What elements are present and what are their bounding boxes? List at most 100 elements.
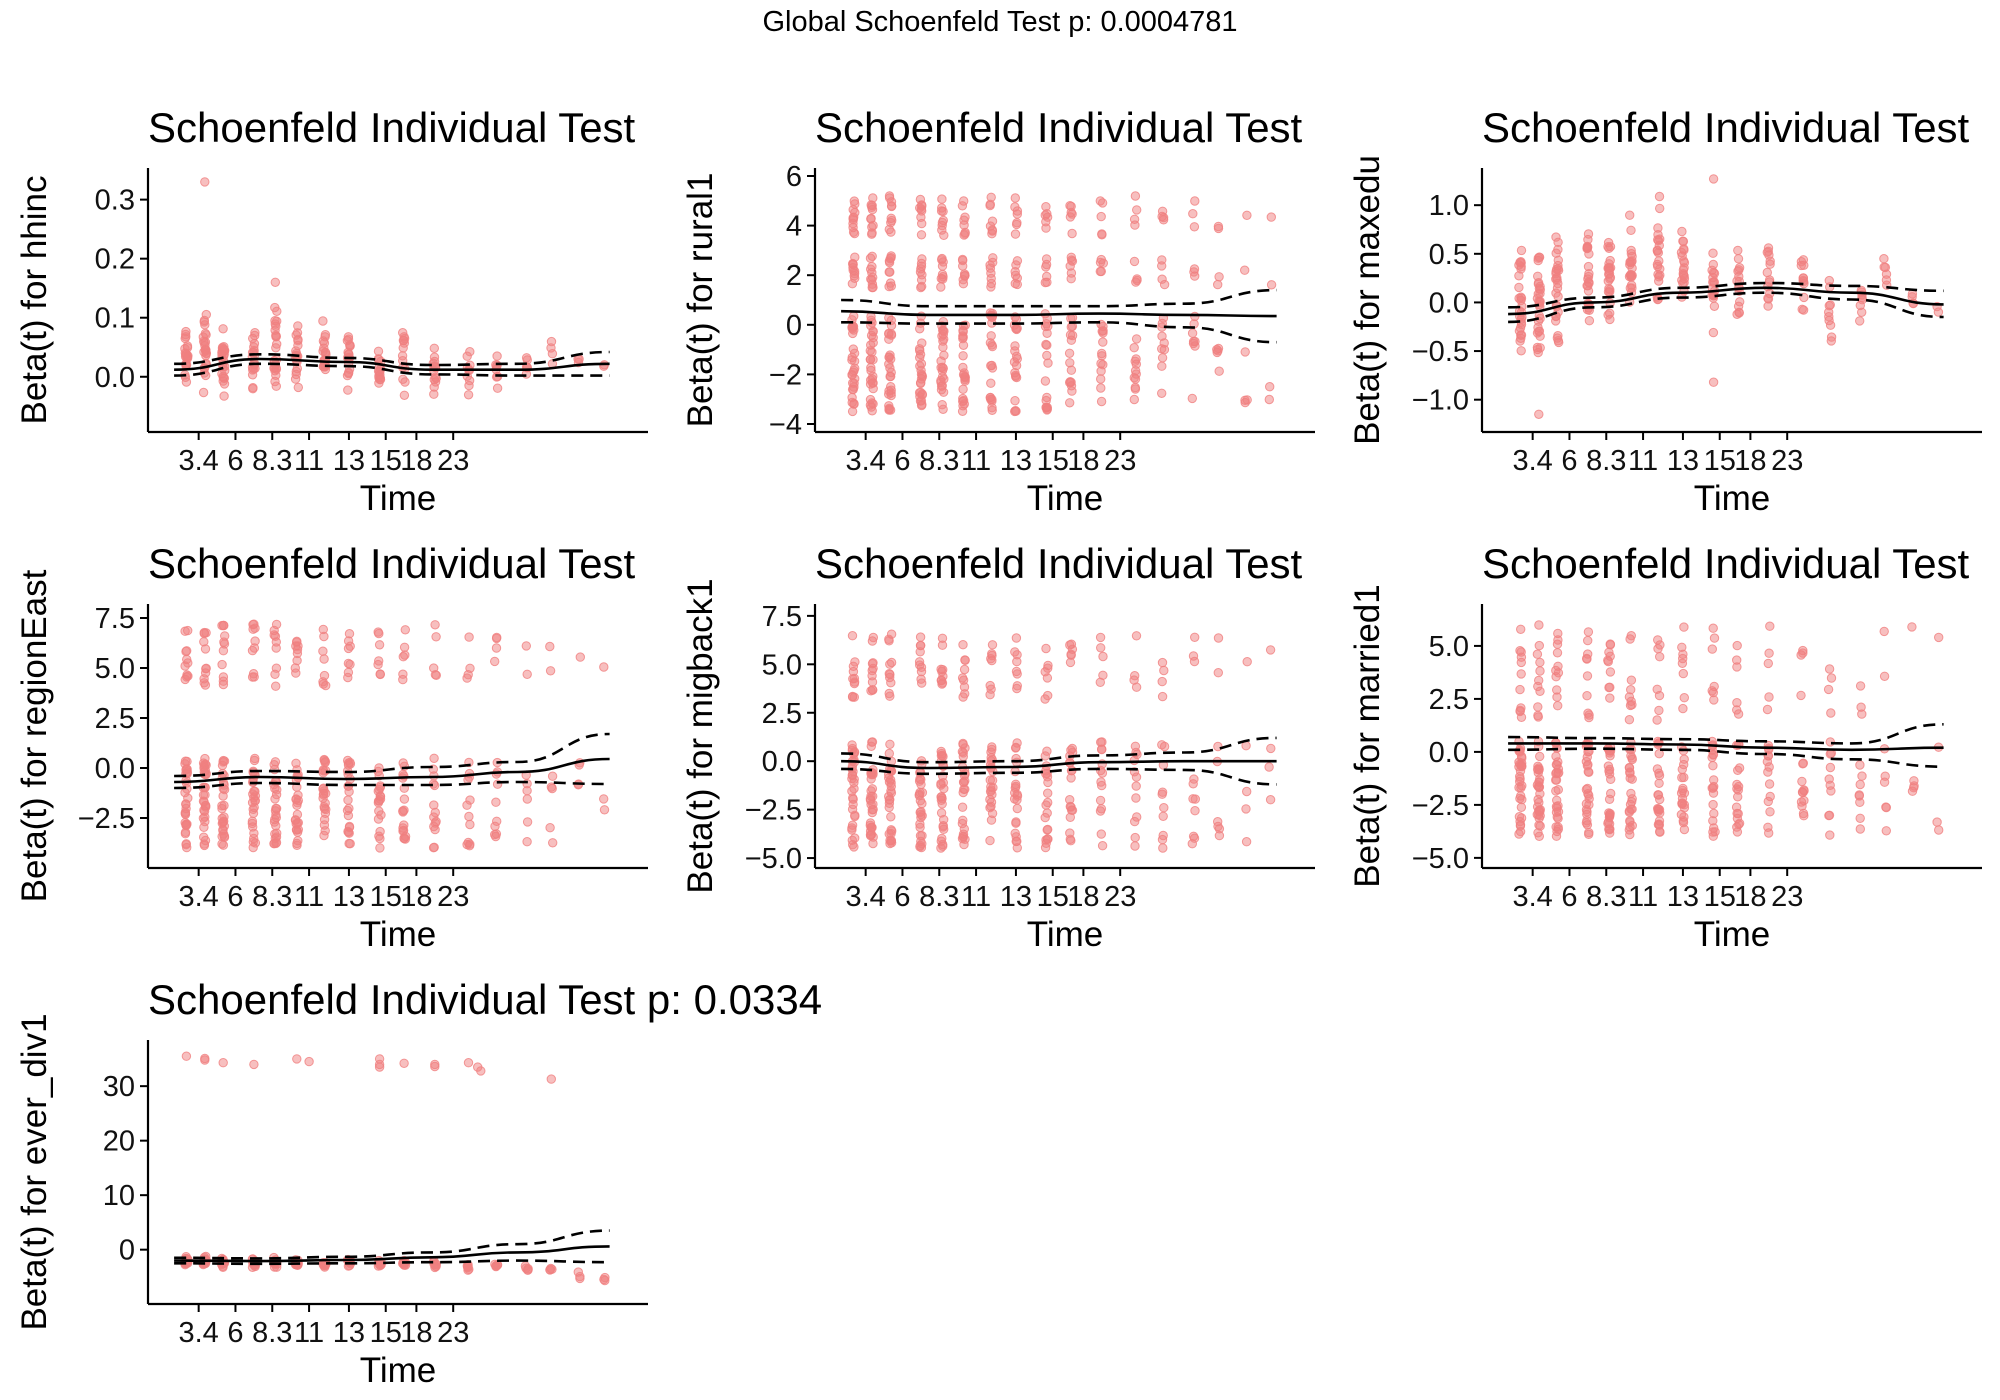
residual-point bbox=[937, 194, 947, 204]
residual-point bbox=[319, 338, 330, 348]
residual-point bbox=[850, 199, 860, 209]
x-tick-label: 8.3 bbox=[252, 881, 292, 913]
residual-point bbox=[866, 214, 876, 224]
residual-point bbox=[960, 655, 970, 665]
residual-point bbox=[476, 1066, 486, 1076]
residual-point bbox=[1678, 668, 1689, 679]
residual-point bbox=[867, 665, 877, 676]
y-tick-label: 7.5 bbox=[762, 601, 802, 633]
residual-point bbox=[1857, 771, 1867, 781]
residual-point bbox=[849, 784, 859, 794]
residual-point bbox=[885, 254, 895, 264]
y-tick-label: 0.0 bbox=[1429, 287, 1469, 319]
residual-point bbox=[200, 680, 211, 690]
x-axis-label: Time bbox=[1027, 915, 1103, 954]
residual-point bbox=[988, 253, 998, 263]
residual-point bbox=[247, 797, 258, 808]
residual-point bbox=[915, 819, 925, 829]
residual-point bbox=[1552, 333, 1563, 343]
residual-points bbox=[847, 191, 1277, 417]
residual-point bbox=[867, 200, 877, 211]
residual-point bbox=[491, 643, 502, 653]
residual-point bbox=[217, 659, 227, 670]
y-tick-label: 0.0 bbox=[95, 362, 135, 394]
residual-points bbox=[847, 629, 1276, 853]
residual-point bbox=[868, 658, 878, 668]
residual-point bbox=[373, 366, 384, 376]
residual-point bbox=[1188, 779, 1198, 789]
residual-point bbox=[1881, 802, 1892, 813]
residual-point bbox=[291, 641, 301, 651]
residual-point bbox=[1130, 671, 1140, 681]
residual-point bbox=[546, 1263, 556, 1274]
residual-point bbox=[430, 1261, 441, 1271]
residual-point bbox=[271, 381, 281, 391]
residual-point bbox=[1583, 649, 1593, 659]
residual-points bbox=[1514, 174, 1944, 419]
residual-point bbox=[885, 363, 895, 373]
residual-point bbox=[1043, 834, 1053, 844]
residual-point bbox=[374, 806, 384, 816]
residual-point bbox=[1214, 824, 1225, 834]
y-axis-label: Beta(t) for migback1 bbox=[681, 578, 720, 893]
residual-point bbox=[199, 315, 210, 326]
residual-point bbox=[916, 230, 927, 240]
residual-point bbox=[1799, 795, 1809, 806]
residual-point bbox=[848, 661, 859, 671]
residual-point bbox=[937, 666, 947, 677]
residual-point bbox=[987, 340, 997, 350]
y-tick-label: 0.1 bbox=[95, 303, 135, 335]
residual-point bbox=[1535, 657, 1545, 668]
residual-point bbox=[1763, 658, 1774, 669]
residual-point bbox=[850, 811, 860, 822]
residual-point bbox=[1765, 621, 1775, 631]
residual-point bbox=[1824, 664, 1835, 674]
residual-point bbox=[1516, 258, 1526, 268]
residual-point bbox=[1266, 743, 1276, 754]
residual-point bbox=[867, 251, 877, 261]
x-tick-label: 8.3 bbox=[919, 881, 959, 913]
y-tick-label: −2.5 bbox=[745, 795, 802, 827]
x-tick-label: 23 bbox=[1104, 445, 1136, 477]
residual-point bbox=[1733, 245, 1743, 256]
residual-point bbox=[463, 1262, 473, 1273]
residual-point bbox=[198, 813, 209, 823]
residual-point bbox=[270, 814, 280, 825]
residual-point bbox=[1043, 358, 1053, 368]
x-tick-label: 8.3 bbox=[1586, 881, 1626, 913]
residual-point bbox=[958, 370, 969, 380]
residual-point bbox=[400, 625, 410, 635]
residual-point bbox=[1652, 245, 1663, 255]
residual-point bbox=[319, 631, 329, 642]
residual-point bbox=[1679, 622, 1689, 632]
residual-point bbox=[867, 378, 878, 388]
residual-point bbox=[1131, 781, 1141, 791]
residual-point bbox=[1880, 771, 1890, 781]
residual-point bbox=[1763, 301, 1773, 311]
x-tick-label: 18 bbox=[400, 1317, 432, 1349]
residual-point bbox=[1157, 787, 1168, 797]
residual-point bbox=[1763, 293, 1773, 303]
residual-point bbox=[429, 663, 439, 673]
residual-point bbox=[1010, 368, 1020, 378]
confidence-band-upper bbox=[841, 288, 1277, 308]
residual-point bbox=[1064, 348, 1075, 358]
residual-point bbox=[1533, 702, 1543, 712]
confidence-band-upper bbox=[174, 732, 610, 778]
residual-point bbox=[957, 673, 968, 683]
x-tick-label: 11 bbox=[961, 445, 991, 477]
residual-point bbox=[1655, 826, 1665, 837]
residual-point bbox=[866, 402, 876, 412]
residual-point bbox=[1796, 690, 1806, 701]
residual-point bbox=[1159, 741, 1170, 752]
residual-point bbox=[1655, 270, 1665, 280]
fitted-beta-line bbox=[841, 309, 1277, 318]
residual-point bbox=[885, 371, 895, 382]
residual-point bbox=[269, 839, 279, 849]
y-tick-label: 30 bbox=[103, 1071, 135, 1103]
residual-point bbox=[217, 346, 228, 356]
residual-point bbox=[249, 643, 260, 653]
residual-point bbox=[599, 662, 609, 672]
residual-point bbox=[1824, 810, 1835, 820]
residual-point bbox=[343, 667, 354, 678]
